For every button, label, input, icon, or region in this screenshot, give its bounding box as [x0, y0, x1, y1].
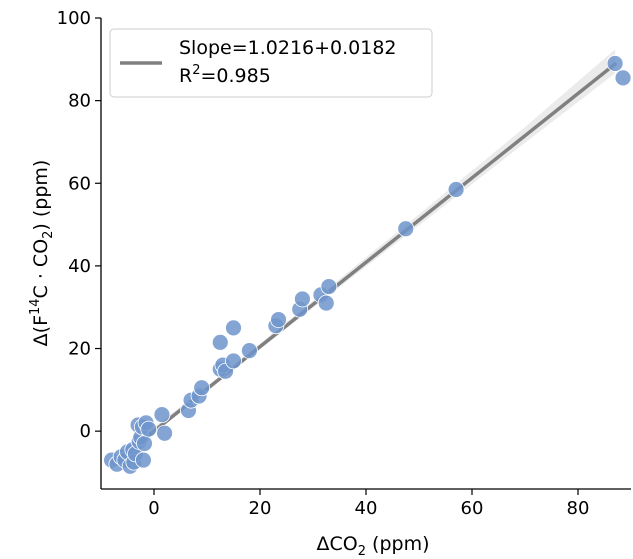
- data-point: [614, 69, 632, 87]
- y-tick-label: 100: [57, 8, 91, 29]
- legend-slope-text: Slope=1.0216+0.0182: [179, 37, 397, 59]
- y-axis-label-superscript: 14: [28, 298, 43, 315]
- data-point: [270, 311, 287, 329]
- y-tick-label: 0: [80, 421, 91, 442]
- data-point: [211, 333, 229, 351]
- x-axis-label-subscript: 2: [358, 544, 366, 555]
- data-point: [136, 435, 153, 452]
- legend-r2-value: =0.985: [200, 65, 270, 87]
- legend: Slope=1.0216+0.0182 R2=0.985: [109, 28, 433, 98]
- points-layer: [103, 55, 632, 475]
- data-point: [134, 451, 152, 469]
- y-tick-label: 80: [68, 91, 91, 112]
- y-axis-label-part2: C · CO: [30, 239, 52, 299]
- data-point: [225, 352, 242, 370]
- data-point: [156, 424, 174, 442]
- x-tick-label: 0: [148, 498, 159, 519]
- x-tick-label: 40: [355, 498, 378, 519]
- legend-r2-superscript: 2: [192, 63, 200, 78]
- x-tick-label: 20: [249, 498, 272, 519]
- y-axis-label-subscript: 2: [41, 231, 56, 239]
- y-tick-label: 20: [68, 339, 91, 360]
- data-point: [397, 220, 415, 238]
- y-axis-label-part1: Δ(F: [30, 315, 52, 346]
- legend-box: [109, 28, 433, 98]
- x-axis-label-main: ΔCO: [316, 533, 357, 555]
- data-point: [140, 420, 158, 438]
- data-point: [153, 406, 171, 424]
- data-point: [240, 342, 258, 359]
- y-axis-label: Δ(F14C · CO2) (ppm): [28, 160, 56, 347]
- ticks-layer: 0 20 40 60 80 0 20 40 60 80 100: [57, 8, 590, 519]
- legend-r2-prefix: R: [179, 65, 192, 87]
- y-tick-label: 40: [68, 256, 91, 277]
- data-point: [225, 319, 242, 337]
- x-axis-label-unit: (ppm): [366, 533, 430, 555]
- x-tick-label: 60: [461, 498, 484, 519]
- data-point: [447, 181, 465, 198]
- y-tick-label: 60: [68, 173, 91, 194]
- data-point: [293, 290, 311, 308]
- y-axis-label-part3: ) (ppm): [30, 160, 52, 231]
- data-point: [193, 379, 211, 397]
- data-point: [320, 278, 338, 295]
- legend-r2-text: R2=0.985: [179, 63, 271, 87]
- x-tick-label: 80: [567, 498, 590, 519]
- data-point: [606, 55, 624, 72]
- x-axis-label: ΔCO2 (ppm): [316, 533, 429, 555]
- data-point: [317, 294, 335, 312]
